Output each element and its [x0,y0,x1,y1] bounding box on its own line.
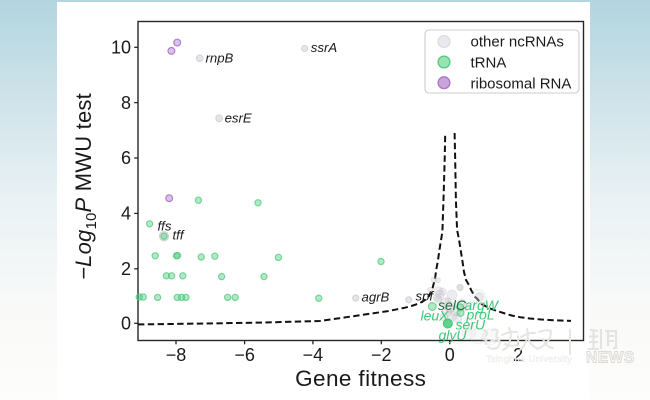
svg-text:selC: selC [438,297,467,313]
svg-text:leuX: leuX [421,308,450,324]
svg-text:ffs: ffs [158,219,172,234]
svg-text:6: 6 [121,148,131,168]
svg-text:tRNA: tRNA [471,54,507,71]
svg-text:tff: tff [173,228,185,243]
svg-text:Gene fitness: Gene fitness [295,366,426,391]
svg-text:proL: proL [466,307,495,323]
svg-text:−6: −6 [234,345,255,365]
svg-text:−Log10P MWU test: −Log10P MWU test [71,93,100,280]
svg-text:other ncRNAs: other ncRNAs [471,33,564,50]
svg-text:4: 4 [121,204,131,224]
svg-text:rnpB: rnpB [206,51,234,66]
svg-text:esrE: esrE [225,111,252,126]
svg-text:ribosomal RNA: ribosomal RNA [471,75,572,92]
svg-text:spf: spf [416,289,435,304]
svg-text:ssrA: ssrA [311,40,338,55]
svg-text:0: 0 [121,314,131,334]
svg-text:serU: serU [456,317,486,333]
svg-text:−2: −2 [371,345,392,365]
svg-text:Tsinghua University: Tsinghua University [486,354,572,365]
svg-text:2: 2 [513,345,523,365]
svg-text:agrB: agrB [362,290,390,305]
svg-text:8: 8 [121,93,131,113]
svg-text:10: 10 [111,38,131,58]
svg-text:NEWS: NEWS [586,350,635,367]
svg-text:glyU: glyU [439,327,468,343]
svg-text:argW: argW [465,297,500,313]
svg-text:0: 0 [445,345,455,365]
svg-text:−8: −8 [166,345,187,365]
svg-text:−4: −4 [303,345,324,365]
svg-text:2: 2 [121,259,131,279]
